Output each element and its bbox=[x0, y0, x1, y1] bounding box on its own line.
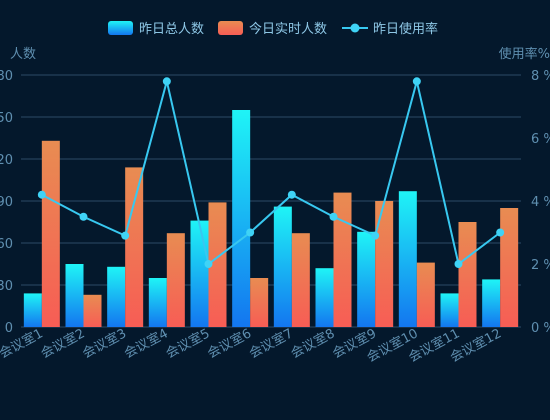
line-yesterday-usage bbox=[41, 81, 501, 266]
y-left-tick-label: 120 bbox=[0, 153, 13, 168]
bar-today-realtime[interactable] bbox=[500, 208, 519, 327]
line-point-yesterday-usage[interactable] bbox=[246, 228, 255, 237]
y-right-tick-label: 8 % bbox=[531, 69, 550, 84]
y-left-tick-label: 0 bbox=[5, 321, 13, 336]
bar-series bbox=[23, 110, 519, 327]
line-point-yesterday-usage[interactable] bbox=[121, 231, 130, 240]
line-point-yesterday-usage[interactable] bbox=[162, 77, 171, 86]
legend-label-yesterday-usage: 昨日使用率 bbox=[373, 21, 438, 37]
bar-yesterday-total[interactable] bbox=[357, 231, 376, 327]
legend-item-yesterday-usage[interactable]: 昨日使用率 bbox=[342, 21, 438, 37]
legend-swatch-today-realtime bbox=[218, 21, 243, 35]
y-right-tick-label: 4 % bbox=[531, 195, 550, 210]
bar-yesterday-total[interactable] bbox=[232, 110, 251, 327]
y-right-tick-label: 0 % bbox=[531, 321, 550, 336]
gridlines bbox=[21, 74, 521, 328]
bar-yesterday-total[interactable] bbox=[107, 266, 126, 327]
x-tick-label: 会议室3 bbox=[80, 325, 129, 361]
x-tick-label: 会议室5 bbox=[163, 325, 212, 361]
x-tick-label: 会议室4 bbox=[121, 325, 170, 361]
y-left-axis-title: 人数 bbox=[10, 47, 36, 62]
x-tick-label: 会议室6 bbox=[205, 325, 254, 361]
bar-yesterday-total[interactable] bbox=[440, 293, 459, 327]
bar-yesterday-total[interactable] bbox=[190, 220, 209, 327]
y-left-tick-labels: 0 30 60 90 120 150 180 bbox=[0, 69, 13, 336]
y-right-tick-label: 6 % bbox=[531, 132, 550, 147]
bar-yesterday-total[interactable] bbox=[65, 264, 84, 327]
bar-today-realtime[interactable] bbox=[83, 294, 102, 327]
y-left-tick-label: 150 bbox=[0, 111, 13, 126]
bar-yesterday-total[interactable] bbox=[23, 293, 42, 327]
line-point-yesterday-usage[interactable] bbox=[204, 260, 213, 268]
bar-today-realtime[interactable] bbox=[291, 233, 310, 327]
line-point-yesterday-usage[interactable] bbox=[454, 260, 463, 268]
x-tick-label: 会议室7 bbox=[246, 325, 295, 361]
legend[interactable]: 昨日总人数 今日实时人数 昨日使用率 bbox=[108, 21, 438, 37]
bar-yesterday-total[interactable] bbox=[398, 191, 417, 327]
line-point-yesterday-usage[interactable] bbox=[412, 77, 421, 86]
line-point-yesterday-usage[interactable] bbox=[371, 231, 380, 240]
bar-today-realtime[interactable] bbox=[166, 233, 185, 327]
y-left-tick-label: 30 bbox=[0, 279, 13, 294]
bar-yesterday-total[interactable] bbox=[273, 206, 292, 327]
x-tick-label: 会议室8 bbox=[288, 325, 337, 361]
legend-swatch-yesterday-total bbox=[108, 21, 133, 35]
line-point-yesterday-usage[interactable] bbox=[287, 190, 296, 199]
bar-today-realtime[interactable] bbox=[375, 201, 394, 327]
x-tick-label: 会议室2 bbox=[38, 325, 87, 361]
legend-label-yesterday-total: 昨日总人数 bbox=[139, 22, 204, 37]
bar-today-realtime[interactable] bbox=[416, 262, 435, 327]
y-right-tick-labels: 0 % 2 % 4 % 6 % 8 % bbox=[531, 69, 550, 336]
bar-today-realtime[interactable] bbox=[250, 278, 269, 327]
bar-today-realtime[interactable] bbox=[333, 192, 352, 327]
line-point-yesterday-usage[interactable] bbox=[37, 190, 46, 199]
bar-today-realtime[interactable] bbox=[41, 140, 60, 327]
legend-label-today-realtime: 今日实时人数 bbox=[249, 21, 327, 37]
bar-today-realtime[interactable] bbox=[125, 167, 144, 327]
line-series bbox=[37, 77, 505, 268]
bar-yesterday-total[interactable] bbox=[148, 278, 167, 327]
bar-yesterday-total[interactable] bbox=[315, 268, 334, 327]
y-right-tick-label: 2 % bbox=[531, 258, 550, 273]
legend-item-yesterday-total[interactable]: 昨日总人数 bbox=[108, 21, 204, 37]
y-left-tick-label: 60 bbox=[0, 237, 13, 252]
bar-yesterday-total[interactable] bbox=[482, 279, 501, 327]
y-right-axis-title: 使用率% bbox=[499, 46, 550, 62]
line-point-yesterday-usage[interactable] bbox=[79, 212, 88, 221]
line-point-yesterday-usage[interactable] bbox=[329, 212, 338, 221]
legend-point-yesterday-usage bbox=[350, 23, 360, 33]
bar-today-realtime[interactable] bbox=[458, 222, 477, 327]
bar-today-realtime[interactable] bbox=[208, 202, 227, 327]
line-point-yesterday-usage[interactable] bbox=[496, 228, 505, 237]
legend-item-today-realtime[interactable]: 今日实时人数 bbox=[218, 21, 327, 37]
y-left-tick-label: 90 bbox=[0, 195, 13, 210]
x-tick-labels: 会议室1会议室2会议室3会议室4会议室5会议室6会议室7会议室8会议室9会议室1… bbox=[0, 325, 504, 365]
y-left-tick-label: 180 bbox=[0, 69, 13, 84]
